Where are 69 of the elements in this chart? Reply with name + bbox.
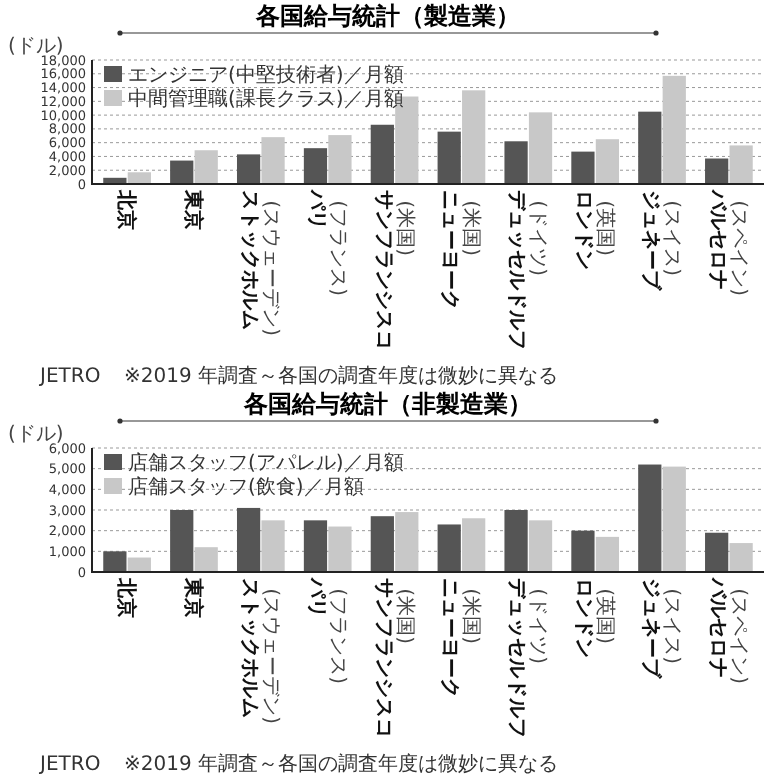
- bar: [103, 551, 127, 572]
- bar: [437, 131, 461, 184]
- bar: [261, 137, 285, 184]
- bar: [662, 75, 686, 184]
- chart-title: 各国給与統計（非製造業）: [242, 390, 532, 418]
- bar: [370, 516, 394, 572]
- bar: [504, 141, 528, 184]
- x-tick-label: ロンドン (英国): [572, 190, 618, 270]
- bar: [437, 524, 461, 572]
- bar: [236, 154, 261, 184]
- bar: [462, 90, 486, 184]
- x-tick-label: パリ (フランス): [304, 576, 348, 685]
- bar: [395, 512, 419, 572]
- legend-label: 中間管理職(課長クラス)／月額: [128, 87, 404, 111]
- x-tick-label: バルセロナ (スペイン): [705, 576, 749, 685]
- x-tick-label: デュッセルドルフ (ドイツ): [505, 578, 549, 738]
- text: JETRO: [38, 754, 101, 776]
- bar: [705, 158, 729, 184]
- bar: [328, 526, 352, 572]
- text: ※2019 年調査～各国の調査年度は微妙に異なる: [124, 752, 559, 776]
- bar: [236, 507, 261, 572]
- bar: [705, 532, 729, 572]
- x-tick-label: サンフランシスコ (米国): [371, 190, 417, 350]
- bar: [571, 530, 595, 572]
- x-tick-label: パリ (フランス): [304, 188, 348, 297]
- legend-label: 店舗スタッフ(アパレル)／月額: [128, 451, 404, 475]
- bar: [528, 112, 553, 184]
- bar: [595, 139, 620, 184]
- x-tick-label: ストックホルム (スウェーデン): [237, 578, 281, 725]
- bar: [303, 148, 328, 184]
- bar: [194, 547, 218, 572]
- bar: [261, 520, 285, 572]
- bar: [170, 160, 194, 184]
- bar: [194, 150, 218, 184]
- x-tick-label: ニューヨーク (米国): [438, 190, 484, 310]
- bar: [595, 536, 620, 572]
- bar: [729, 543, 753, 572]
- x-tick-label: 北京: [114, 188, 139, 230]
- x-tick-label: デュッセルドルフ (ドイツ): [505, 190, 549, 350]
- bar: [638, 111, 662, 184]
- x-tick-label: サンフランシスコ (米国): [371, 578, 417, 738]
- y-axis-title: (ドル): [8, 36, 64, 58]
- legend-label: エンジニア(中堅技術者)／月額: [128, 63, 404, 87]
- x-tick-label: バルセロナ (スペイン): [705, 188, 749, 297]
- x-tick-label: ニューヨーク (米国): [438, 578, 484, 698]
- bar: [729, 145, 753, 184]
- bar: [462, 518, 486, 572]
- bar: [303, 520, 328, 572]
- chart-title: 各国給与統計（製造業）: [254, 2, 520, 30]
- bar: [370, 124, 394, 184]
- x-tick-label: ストックホルム (スウェーデン): [237, 190, 281, 337]
- text: JETRO: [38, 366, 101, 388]
- bar: [127, 172, 151, 184]
- bar: [528, 520, 553, 572]
- legend-label: 店舗スタッフ(飲食)／月額: [128, 475, 364, 499]
- x-tick-label: ジュネーブ (スイス): [639, 578, 683, 680]
- x-tick-label: 東京: [180, 188, 205, 230]
- x-tick-label: 東京: [180, 576, 205, 618]
- bar: [571, 151, 595, 184]
- x-tick-label: 北京: [114, 576, 139, 618]
- bar: [170, 510, 194, 572]
- bar: [504, 510, 528, 572]
- bar: [638, 464, 662, 572]
- bar: [662, 466, 686, 572]
- text: ※2019 年調査～各国の調査年度は微妙に異なる: [124, 364, 559, 388]
- x-tick-label: ジュネーブ (スイス): [639, 190, 683, 292]
- bar: [328, 135, 352, 184]
- x-tick-label: ロンドン (英国): [572, 578, 618, 658]
- y-axis-title: (ドル): [8, 424, 64, 446]
